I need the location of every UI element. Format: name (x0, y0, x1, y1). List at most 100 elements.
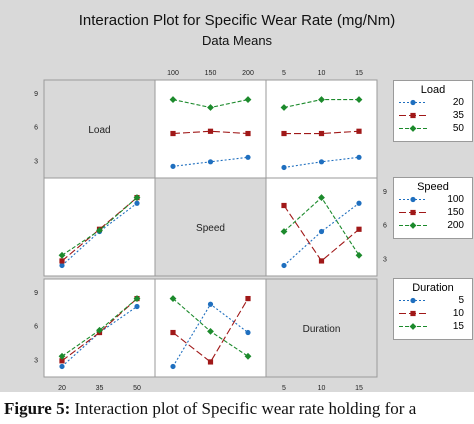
legend-swatch (398, 122, 428, 139)
data-point (245, 329, 251, 336)
legend-label: 5 (458, 295, 464, 306)
legend-swatch-glyph (399, 125, 427, 132)
x-tick-label-bottom: 50 (133, 385, 141, 392)
legend-swatch-marker (410, 297, 416, 304)
legend-swatch (398, 206, 428, 223)
data-point (245, 295, 251, 302)
data-point (244, 96, 252, 103)
legend-swatch-glyph (399, 323, 427, 330)
x-tick-label-bottom: 5 (282, 385, 286, 392)
data-point (318, 258, 325, 264)
legend-entry: 5 (394, 294, 472, 307)
data-point (170, 329, 176, 336)
x-tick-label-top: 100 (167, 70, 179, 77)
legend-title: Duration (412, 282, 454, 294)
data-point (59, 258, 65, 264)
series-line (172, 298, 249, 363)
data-point (280, 228, 288, 235)
data-point (58, 352, 66, 360)
x-tick-label-top: 10 (318, 70, 326, 77)
data-point (169, 96, 177, 103)
x-tick-label-bottom: 15 (355, 385, 363, 392)
legend-swatch (398, 294, 428, 311)
data-point (207, 159, 214, 165)
data-point (244, 352, 252, 360)
data-point (207, 128, 214, 134)
legend-swatch (398, 320, 428, 337)
legend-swatch (398, 219, 428, 236)
y-tick-label-left: 9 (34, 91, 38, 98)
y-tick-label-left: 6 (34, 125, 38, 132)
legend-label: 35 (452, 110, 464, 121)
legend-entry: 50 (394, 122, 472, 135)
data-point (170, 163, 176, 169)
x-tick-label-top: 15 (355, 70, 363, 77)
data-point (133, 194, 141, 201)
data-point (170, 363, 176, 370)
legend-label: 10 (452, 308, 464, 319)
data-point (96, 226, 103, 234)
data-point (134, 200, 140, 206)
data-point (134, 303, 140, 310)
legend-entry: 150 (394, 206, 472, 219)
panel-background (265, 278, 378, 378)
panel-background (154, 177, 267, 277)
diagonal-factor-label: Load (88, 125, 110, 136)
data-point (207, 327, 214, 335)
series-line (172, 130, 249, 135)
legend-load: Load 20 35 50 (393, 80, 473, 142)
data-point (207, 359, 214, 365)
x-tick-label-top: 200 (242, 70, 254, 77)
legend-swatch-glyph (399, 222, 427, 229)
chart-subtitle: Data Means (201, 33, 273, 48)
data-point (355, 251, 363, 259)
series-line (61, 202, 138, 266)
data-point (59, 262, 65, 269)
legend-entry: 100 (394, 193, 472, 206)
legend-label: 150 (447, 207, 464, 218)
legend-entry: 10 (394, 307, 472, 320)
legend-label: 100 (447, 194, 464, 205)
legend-swatch-marker (409, 323, 417, 330)
data-point (170, 130, 176, 137)
data-point (356, 226, 362, 232)
data-point (318, 130, 325, 137)
data-point (58, 251, 66, 259)
legend-swatch (398, 307, 428, 324)
legend-entry: 15 (394, 320, 472, 333)
legend-swatch-marker (410, 196, 416, 203)
figure-caption: Figure 5: Interaction plot of Specific w… (4, 399, 474, 424)
data-point (169, 295, 177, 302)
x-tick-label-bottom: 35 (96, 385, 104, 392)
data-point (318, 159, 325, 165)
legend-title: Load (420, 84, 446, 96)
data-point (281, 202, 287, 209)
legend-swatch-glyph (399, 310, 427, 317)
legend-duration: Duration 5 10 15 (393, 278, 473, 340)
legend-label: 15 (452, 321, 464, 332)
interaction-plot: Load Speed Duration 100 150 200 5 10 15 20 35 50 5 10… (34, 70, 387, 392)
legend-speed: Speed 100 150 200 (393, 177, 473, 239)
legend-swatch (398, 193, 428, 210)
x-tick-label-bottom: 10 (318, 385, 326, 392)
legend-title: Speed (417, 181, 449, 193)
legend-entry: 20 (394, 96, 472, 109)
series-line (284, 130, 360, 135)
data-point (356, 200, 362, 206)
legend-swatch (398, 96, 428, 113)
legend-label: 20 (452, 97, 464, 108)
data-point (356, 154, 362, 160)
data-point (318, 228, 325, 235)
data-point (207, 301, 214, 307)
data-point (356, 128, 362, 134)
x-tick-label-top: 150 (205, 70, 217, 77)
data-point (96, 326, 103, 334)
legend-swatch-marker (410, 112, 416, 119)
legend-swatch-marker (409, 222, 417, 229)
y-tick-label-left: 9 (34, 290, 38, 297)
chart-title: Interaction Plot for Specific Wear Rate … (78, 12, 396, 29)
y-tick-label-left: 6 (34, 324, 38, 331)
legend-swatch-glyph (399, 112, 427, 119)
legend-entry: 35 (394, 109, 472, 122)
data-point (245, 130, 251, 137)
